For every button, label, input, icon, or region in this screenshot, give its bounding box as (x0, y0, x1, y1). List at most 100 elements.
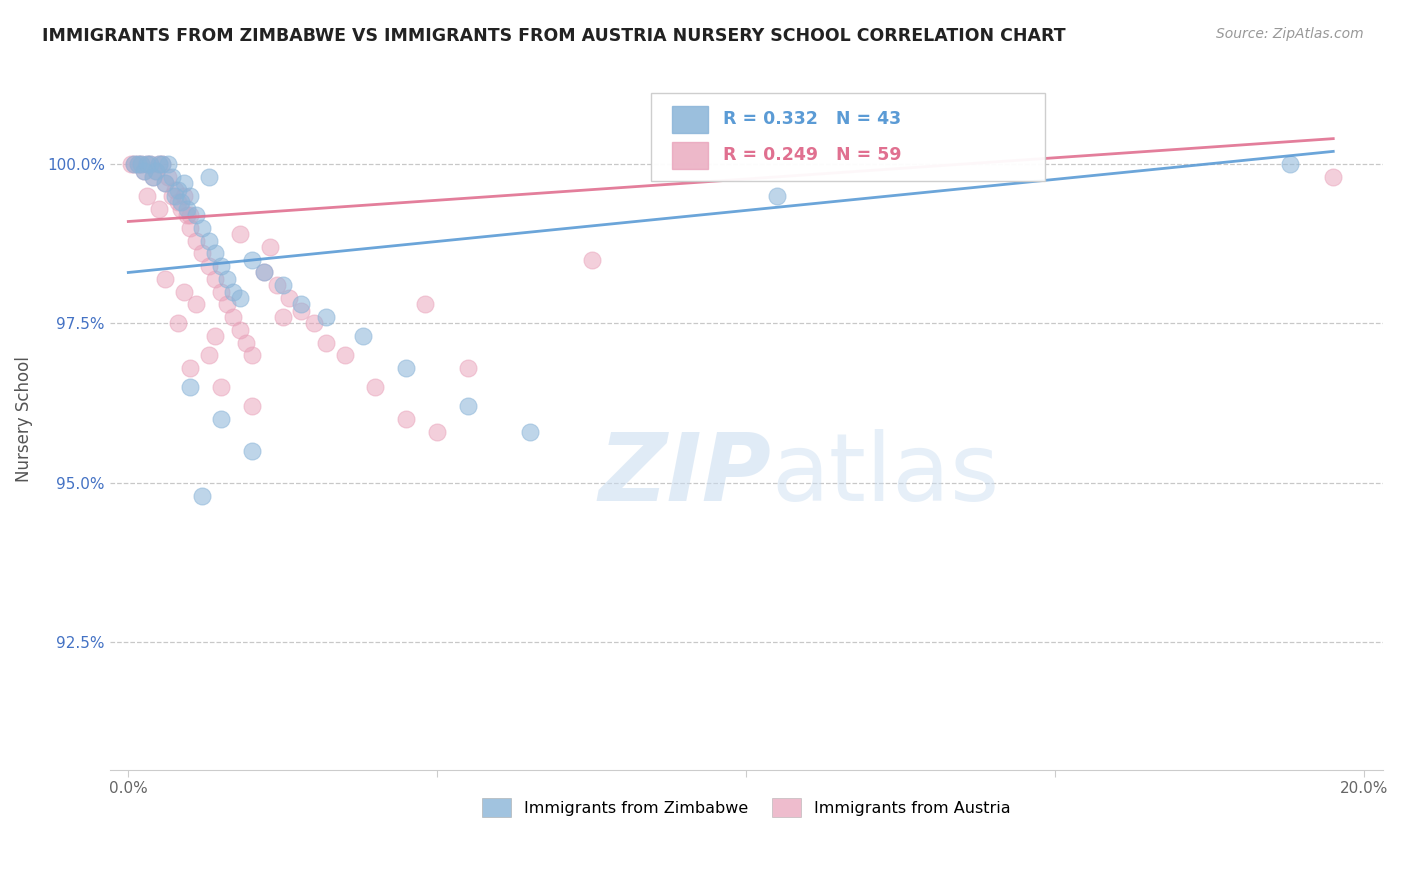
Point (148, 157, 170, 171)
Point (240, 252, 263, 267)
Point (127, 157, 149, 171)
Point (766, 189, 789, 203)
Point (155, 176, 177, 190)
Y-axis label: Nursery School: Nursery School (15, 356, 32, 482)
Point (124, 157, 146, 171)
Point (186, 234, 208, 248)
Point (395, 361, 418, 376)
Point (259, 240, 281, 254)
Point (581, 252, 603, 267)
Point (163, 189, 186, 203)
Point (191, 220, 214, 235)
Point (179, 380, 201, 394)
Point (145, 163, 167, 178)
Point (457, 400, 479, 414)
Point (166, 183, 188, 197)
Point (142, 169, 165, 184)
Point (132, 163, 155, 178)
Point (129, 157, 152, 171)
Point (271, 310, 294, 324)
Point (413, 297, 436, 311)
Point (179, 220, 201, 235)
FancyBboxPatch shape (672, 143, 709, 169)
Point (148, 157, 170, 171)
Point (163, 183, 186, 197)
Point (179, 189, 201, 203)
Point (209, 412, 232, 426)
Point (364, 380, 387, 394)
Point (315, 310, 337, 324)
Point (157, 157, 180, 171)
Point (278, 291, 301, 305)
Point (186, 297, 208, 311)
Point (124, 157, 146, 171)
Point (290, 303, 312, 318)
Point (135, 189, 157, 203)
Point (204, 329, 226, 343)
Point (204, 246, 226, 260)
Text: atlas: atlas (772, 429, 1000, 521)
Point (173, 285, 195, 299)
Point (135, 157, 157, 171)
Point (333, 348, 356, 362)
Point (191, 246, 214, 260)
Text: IMMIGRANTS FROM ZIMBABWE VS IMMIGRANTS FROM AUSTRIA NURSERY SCHOOL CORRELATION C: IMMIGRANTS FROM ZIMBABWE VS IMMIGRANTS F… (42, 27, 1066, 45)
Point (176, 202, 198, 216)
Point (145, 163, 167, 178)
Point (253, 265, 276, 279)
Point (197, 259, 219, 273)
Point (132, 163, 155, 178)
Point (426, 425, 449, 439)
Point (197, 234, 219, 248)
Point (166, 317, 188, 331)
Point (186, 208, 208, 222)
Text: R = 0.332   N = 43: R = 0.332 N = 43 (723, 110, 901, 128)
Point (217, 297, 239, 311)
Point (170, 202, 193, 216)
Text: Source: ZipAtlas.com: Source: ZipAtlas.com (1216, 27, 1364, 41)
Point (197, 348, 219, 362)
Point (240, 444, 263, 458)
Point (240, 400, 263, 414)
Point (228, 227, 250, 242)
Point (395, 412, 418, 426)
Point (160, 189, 183, 203)
Point (235, 335, 257, 350)
Point (457, 361, 479, 376)
Point (519, 425, 541, 439)
FancyBboxPatch shape (672, 106, 709, 133)
Point (139, 157, 162, 171)
Point (142, 169, 165, 184)
Point (197, 169, 219, 184)
Point (150, 157, 173, 171)
Point (155, 272, 177, 286)
Point (228, 323, 250, 337)
Point (222, 310, 245, 324)
Point (176, 208, 198, 222)
Point (209, 285, 232, 299)
Legend: Immigrants from Zimbabwe, Immigrants from Austria: Immigrants from Zimbabwe, Immigrants fro… (474, 790, 1018, 825)
Text: ZIP: ZIP (599, 429, 772, 521)
Point (157, 169, 180, 184)
Point (266, 278, 288, 293)
Point (155, 176, 177, 190)
Point (127, 157, 149, 171)
Point (150, 157, 173, 171)
Point (170, 195, 193, 210)
Point (253, 265, 276, 279)
Point (302, 317, 325, 331)
Point (290, 297, 312, 311)
Point (315, 335, 337, 350)
Point (120, 157, 142, 171)
Text: R = 0.249   N = 59: R = 0.249 N = 59 (723, 145, 901, 163)
Point (209, 380, 232, 394)
Point (217, 272, 239, 286)
Point (173, 189, 195, 203)
Point (135, 157, 157, 171)
Point (240, 348, 263, 362)
Point (166, 195, 188, 210)
FancyBboxPatch shape (651, 93, 1045, 181)
Point (160, 169, 183, 184)
Point (1278, 157, 1301, 171)
Point (173, 176, 195, 190)
